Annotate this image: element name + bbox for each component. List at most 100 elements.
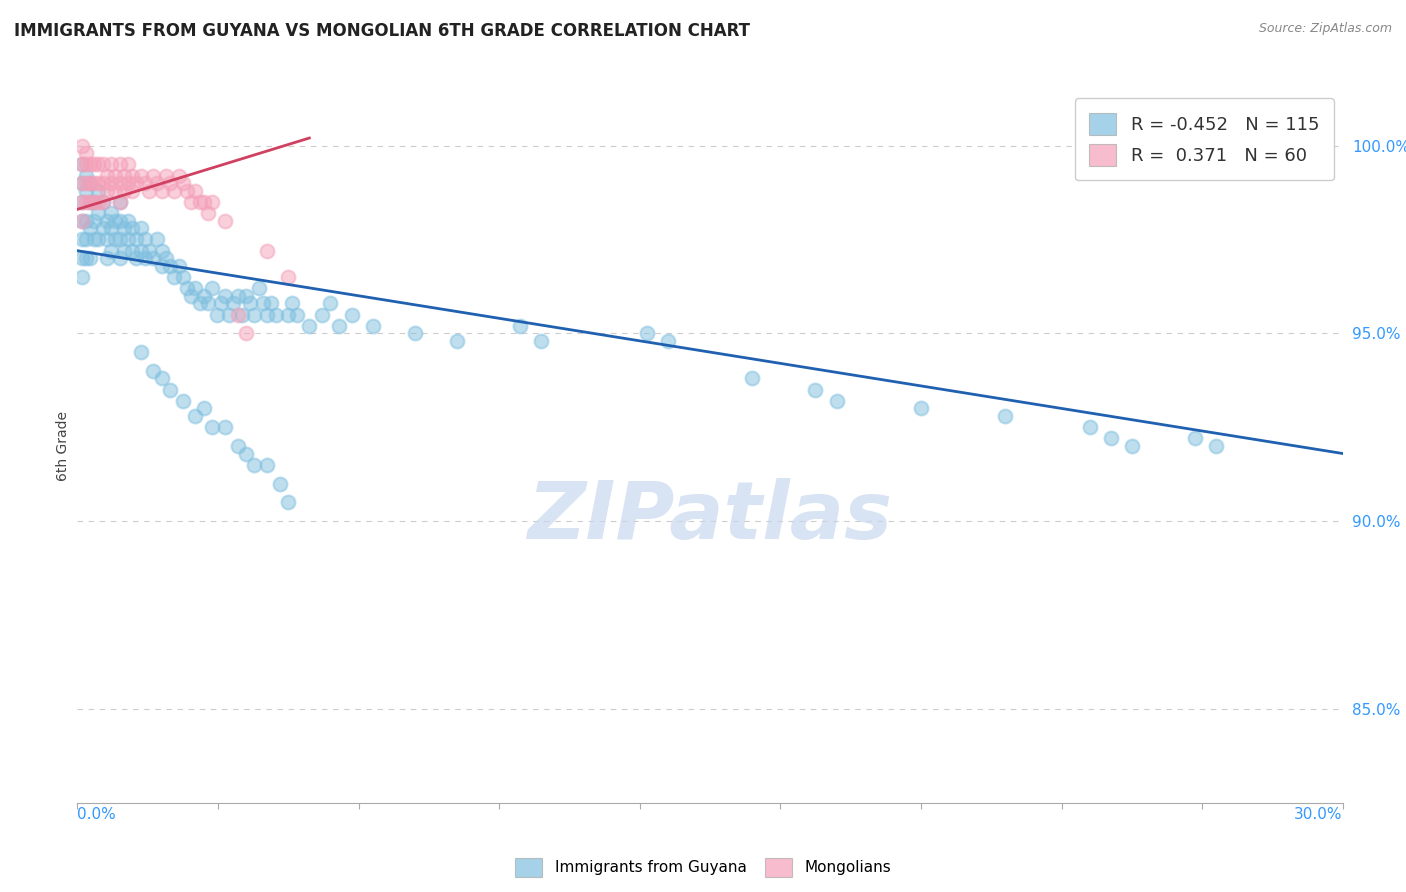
Point: [176, 281, 198, 295]
Point: [146, 176, 169, 190]
Point: [214, 213, 236, 227]
Point: [142, 364, 165, 378]
Point: [134, 251, 156, 265]
Point: [117, 213, 139, 227]
Point: [277, 495, 299, 509]
Point: [121, 184, 143, 198]
Point: [239, 296, 262, 310]
Point: [96, 213, 118, 227]
Point: [70, 194, 93, 209]
Point: [70, 176, 93, 190]
Point: [298, 318, 321, 333]
Point: [214, 289, 236, 303]
Point: [87, 176, 110, 190]
Point: [825, 393, 848, 408]
Point: [142, 169, 165, 183]
Point: [138, 244, 160, 258]
Point: [117, 157, 139, 171]
Point: [75, 184, 97, 198]
Point: [79, 176, 101, 190]
Legend: Immigrants from Guyana, Mongolians: Immigrants from Guyana, Mongolians: [508, 850, 898, 884]
Point: [75, 146, 97, 161]
Point: [264, 308, 287, 322]
Point: [150, 244, 173, 258]
Point: [226, 308, 249, 322]
Point: [159, 259, 181, 273]
Text: IMMIGRANTS FROM GUYANA VS MONGOLIAN 6TH GRADE CORRELATION CHART: IMMIGRANTS FROM GUYANA VS MONGOLIAN 6TH …: [14, 22, 749, 40]
Point: [657, 334, 679, 348]
Point: [87, 157, 110, 171]
Point: [1121, 439, 1143, 453]
Point: [404, 326, 426, 341]
Point: [70, 270, 93, 285]
Point: [201, 420, 224, 434]
Point: [70, 157, 93, 171]
Point: [1184, 432, 1206, 446]
Point: [509, 318, 531, 333]
Point: [277, 308, 299, 322]
Point: [96, 251, 118, 265]
Point: [361, 318, 384, 333]
Point: [83, 213, 105, 227]
Point: [87, 206, 110, 220]
Point: [112, 244, 135, 258]
Point: [1078, 420, 1101, 434]
Point: [1205, 439, 1227, 453]
Point: [446, 334, 468, 348]
Point: [172, 176, 194, 190]
Point: [163, 270, 186, 285]
Point: [104, 184, 127, 198]
Point: [530, 334, 553, 348]
Point: [252, 296, 274, 310]
Legend: R = -0.452   N = 115, R =  0.371   N = 60: R = -0.452 N = 115, R = 0.371 N = 60: [1074, 98, 1334, 180]
Point: [79, 157, 101, 171]
Point: [134, 176, 156, 190]
Point: [70, 176, 93, 190]
Point: [180, 194, 202, 209]
Point: [108, 251, 131, 265]
Point: [91, 176, 114, 190]
Point: [226, 289, 249, 303]
Point: [180, 289, 202, 303]
Point: [75, 157, 97, 171]
Point: [231, 308, 253, 322]
Point: [184, 281, 207, 295]
Point: [994, 409, 1017, 423]
Point: [193, 401, 215, 416]
Point: [108, 194, 131, 209]
Point: [75, 213, 97, 227]
Point: [193, 289, 215, 303]
Point: [87, 184, 110, 198]
Point: [235, 289, 257, 303]
Text: ZIPatlas: ZIPatlas: [527, 478, 893, 557]
Point: [83, 232, 105, 246]
Point: [636, 326, 658, 341]
Point: [235, 326, 257, 341]
Point: [285, 308, 308, 322]
Point: [155, 169, 177, 183]
Point: [201, 194, 224, 209]
Point: [87, 232, 110, 246]
Point: [188, 296, 211, 310]
Point: [163, 184, 186, 198]
Point: [201, 281, 224, 295]
Point: [100, 206, 122, 220]
Point: [91, 194, 114, 209]
Point: [70, 213, 93, 227]
Point: [100, 221, 122, 235]
Point: [70, 251, 93, 265]
Point: [112, 221, 135, 235]
Point: [79, 176, 101, 190]
Point: [146, 232, 169, 246]
Point: [910, 401, 932, 416]
Point: [104, 213, 127, 227]
Point: [226, 439, 249, 453]
Point: [75, 251, 97, 265]
Point: [328, 318, 350, 333]
Point: [142, 251, 165, 265]
Point: [112, 184, 135, 198]
Point: [125, 232, 148, 246]
Point: [197, 206, 219, 220]
Point: [75, 169, 97, 183]
Point: [70, 138, 93, 153]
